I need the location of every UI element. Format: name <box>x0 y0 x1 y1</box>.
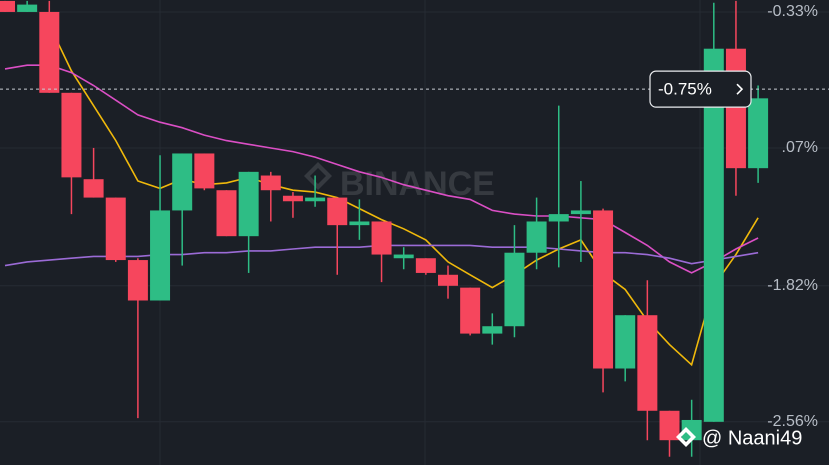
watermark-group: BINANCE <box>304 162 495 203</box>
last-price-label: -0.75% <box>658 80 712 99</box>
candle-body <box>504 252 525 327</box>
y-tick-label: .07% <box>782 139 818 156</box>
candle-body <box>238 171 259 237</box>
candle-body <box>105 197 126 261</box>
candle-body <box>570 210 591 215</box>
candle-body <box>725 48 746 169</box>
candle-body <box>415 258 436 273</box>
candle-body <box>282 195 303 202</box>
candle-body <box>748 98 769 169</box>
candle-body <box>681 419 702 441</box>
last-price-chevron <box>736 83 744 95</box>
candle-body <box>548 214 569 222</box>
candle-body <box>61 92 82 178</box>
candle-body <box>150 210 171 301</box>
y-tick-label: -2.56% <box>767 413 818 430</box>
moving-average-line <box>4 64 759 274</box>
candle-body <box>615 315 636 369</box>
moving-average-line <box>48 24 759 367</box>
candle-body <box>438 274 458 286</box>
candle-body <box>83 179 104 198</box>
attribution-group: @ Naani49 <box>676 427 802 449</box>
candle-body <box>0 0 15 12</box>
candle-body <box>327 197 348 226</box>
candle-body <box>526 221 547 253</box>
candle-body <box>460 287 481 334</box>
candle-body <box>172 153 193 211</box>
attribution-logo <box>676 427 696 447</box>
candle-body <box>482 326 503 334</box>
overlay: -0.33% .07% -1.82% -2.56% -0.75% <box>0 3 829 430</box>
candle-body <box>127 260 148 301</box>
attribution: @ Naani49 <box>702 427 802 449</box>
candle-body <box>593 210 614 369</box>
y-tick-label: -1.82% <box>767 277 818 294</box>
candle-body <box>349 221 370 226</box>
candle-body <box>305 197 326 202</box>
candle-body <box>637 315 658 411</box>
candle-body <box>194 153 215 189</box>
candle-body <box>39 11 60 93</box>
candle-body <box>703 48 724 422</box>
candle-body <box>260 175 281 191</box>
watermark: BINANCE <box>340 165 495 203</box>
candle-body <box>393 254 414 259</box>
candle-body <box>659 410 680 441</box>
candle-body <box>371 221 392 255</box>
last-price-badge <box>649 70 752 108</box>
watermark-logo <box>304 162 332 190</box>
candle-body <box>17 4 38 12</box>
candle-body <box>216 190 237 237</box>
candles <box>0 0 769 457</box>
y-tick-label: -0.33% <box>767 3 818 20</box>
